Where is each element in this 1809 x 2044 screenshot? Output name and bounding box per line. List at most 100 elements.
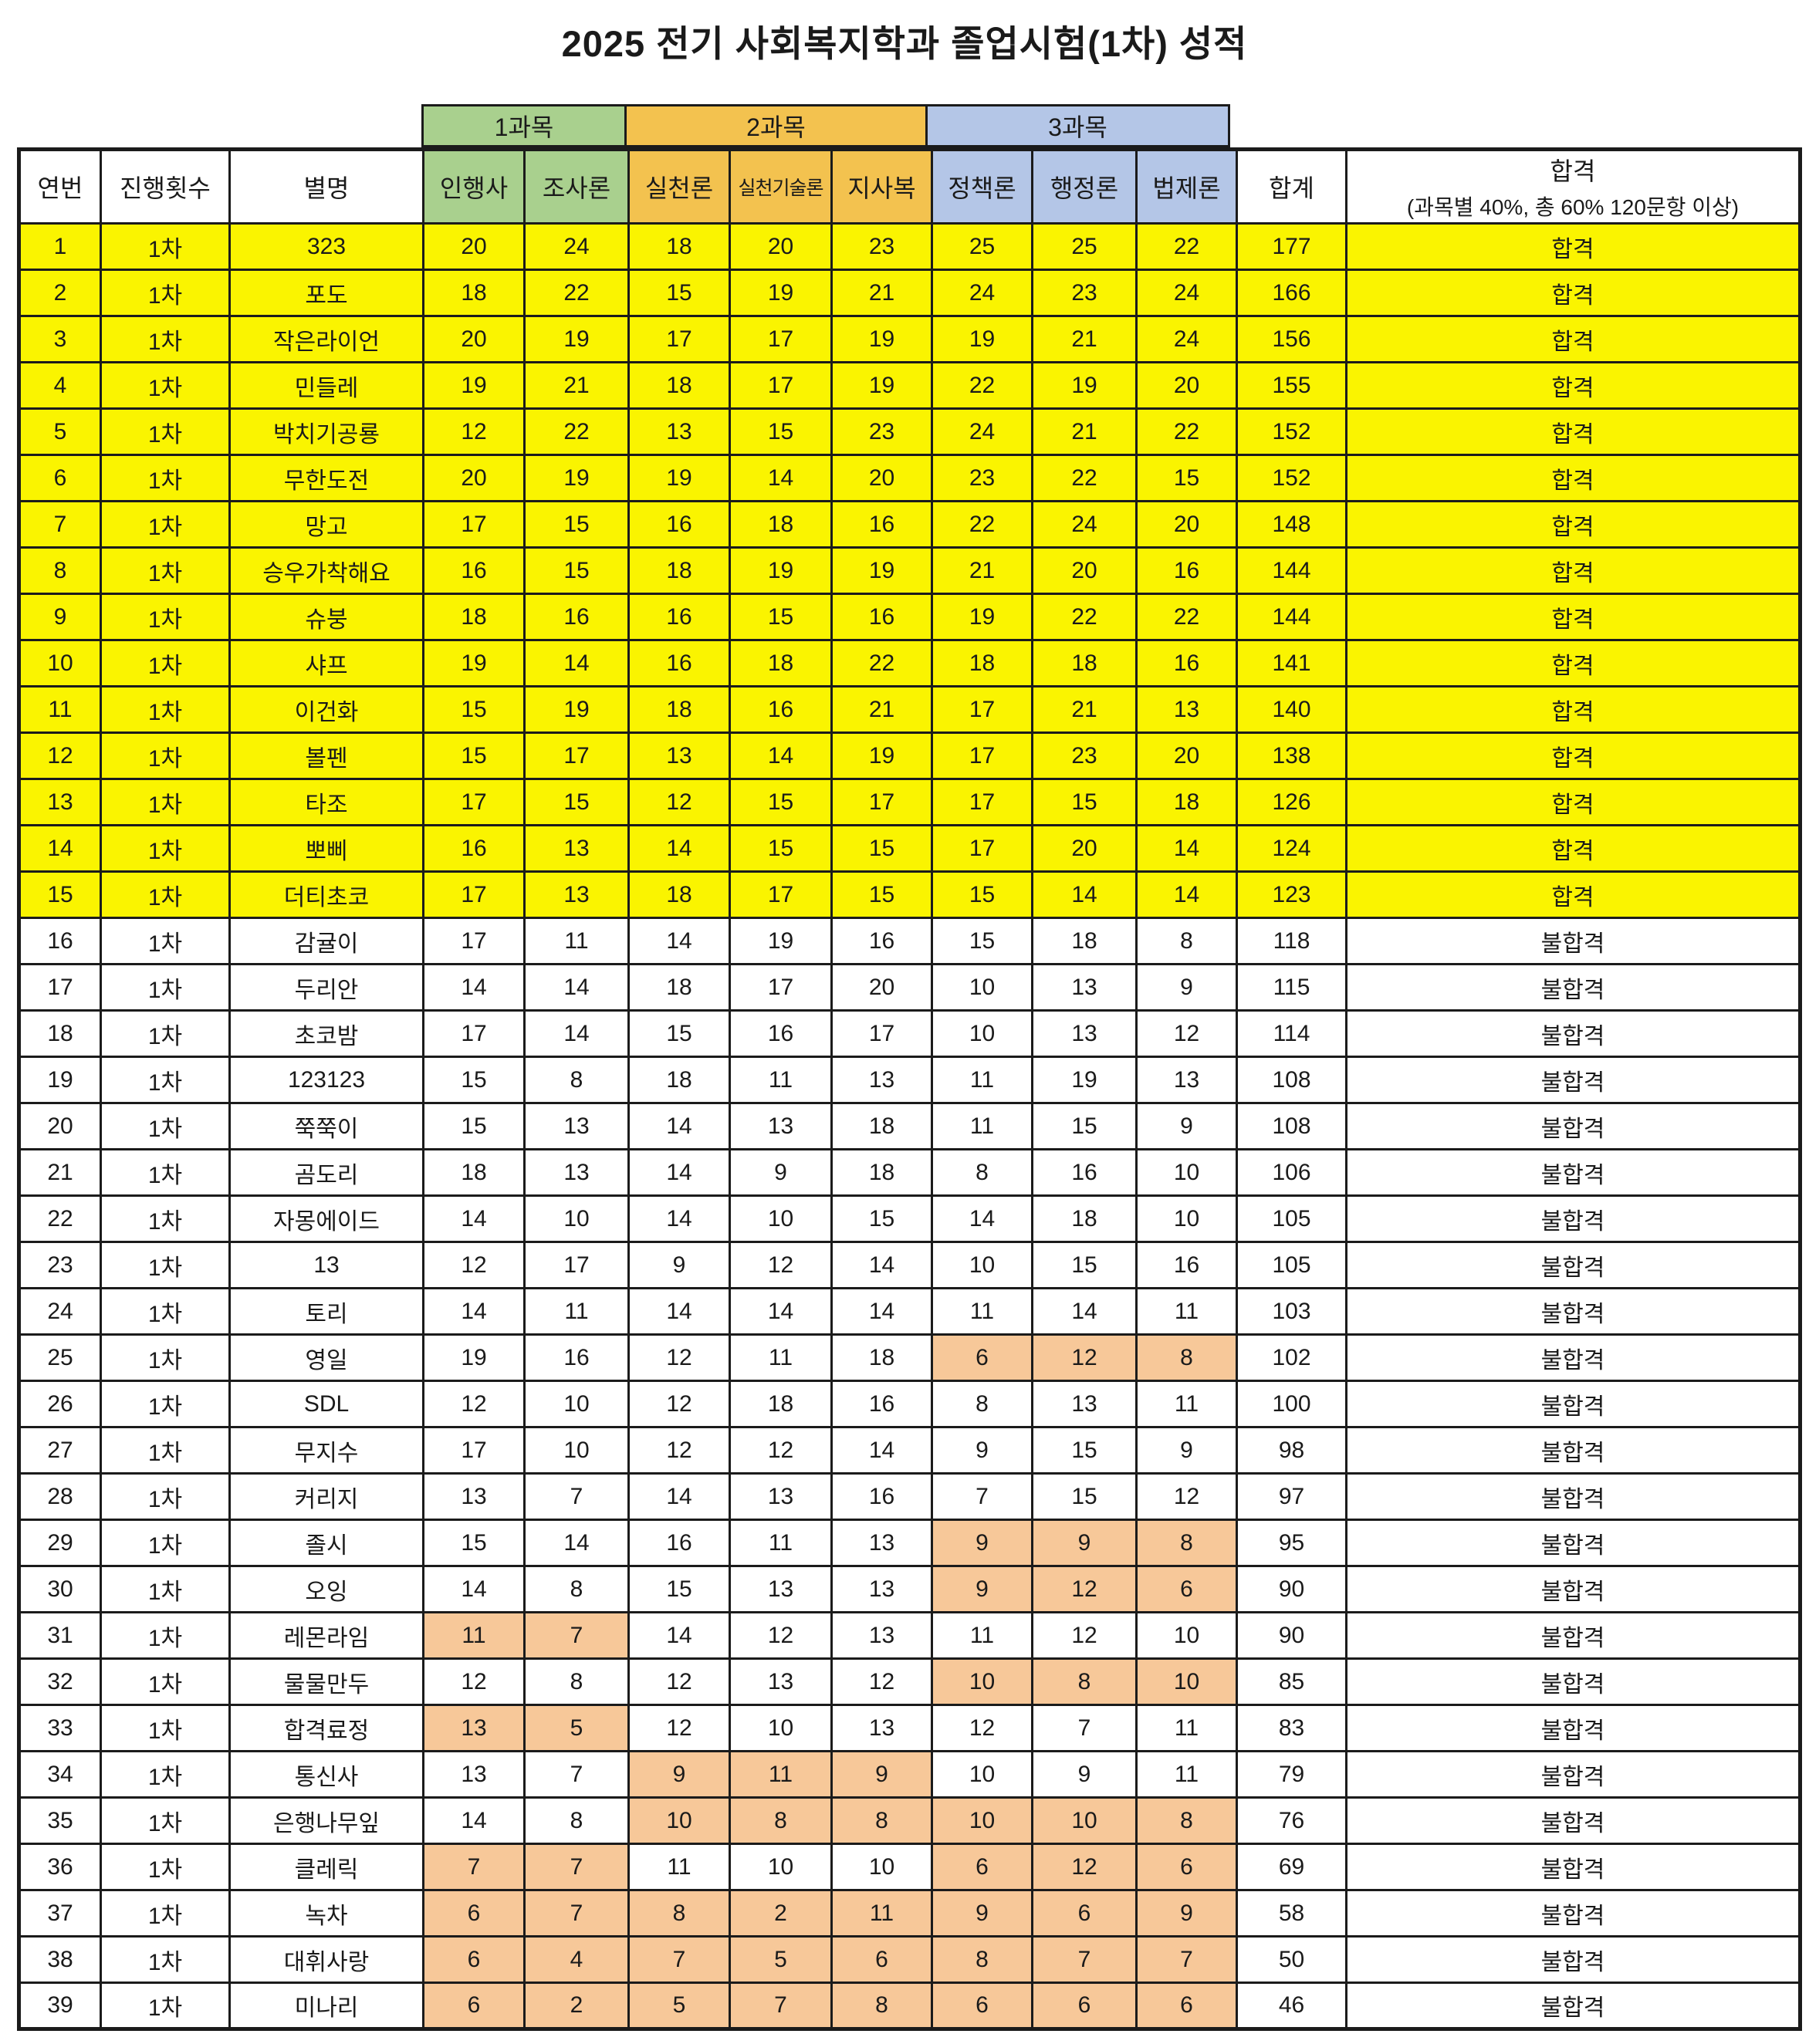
round-cell: 1차 — [100, 454, 231, 502]
serial-cell: 35 — [18, 1796, 102, 1845]
score-cell: 10 — [931, 1796, 1033, 1845]
score-cell: 16 — [830, 593, 933, 641]
score-cell: 20 — [830, 963, 933, 1012]
round-cell: 1차 — [100, 361, 231, 410]
score-cell: 16 — [627, 500, 731, 549]
score-cell: 12 — [627, 778, 731, 826]
score-cell: 17 — [729, 870, 833, 919]
score-cell: 10 — [830, 1843, 933, 1891]
serial-cell: 26 — [18, 1380, 102, 1428]
score-cell: 6 — [830, 1935, 933, 1984]
score-cell: 15 — [422, 685, 526, 734]
score-cell: 13 — [729, 1102, 833, 1150]
serial-cell: 13 — [18, 778, 102, 826]
score-cell: 18 — [931, 639, 1033, 688]
score-cell: 8 — [1031, 1657, 1138, 1706]
result-header-main: 합격 — [1550, 157, 1596, 185]
score-cell: 12 — [729, 1426, 833, 1475]
round-cell: 1차 — [100, 222, 231, 271]
score-cell: 17 — [422, 870, 526, 919]
nickname-cell: 타조 — [228, 778, 424, 826]
nickname-cell: 졸시 — [228, 1519, 424, 1567]
results-table-body: 1 1차 323 20 24 18 20 23 25 25 22 177 합격 2 1차 포도 18 22 15 19… — [18, 222, 1801, 2030]
score-cell: 10 — [931, 1241, 1033, 1289]
serial-cell: 21 — [18, 1148, 102, 1197]
score-cell: 5 — [729, 1935, 833, 1984]
score-cell: 17 — [422, 917, 526, 965]
result-cell: 불합격 — [1345, 1056, 1801, 1104]
nickname-cell: 물물만두 — [228, 1657, 424, 1706]
table-row: 32 1차 물물만두 12 8 12 13 12 10 8 10 85 불합격 — [18, 1657, 1801, 1706]
score-cell: 16 — [830, 1472, 933, 1521]
round-cell: 1차 — [100, 1519, 231, 1567]
score-cell: 8 — [1135, 1333, 1238, 1382]
score-cell: 8 — [627, 1889, 731, 1938]
table-row: 26 1차 SDL 12 10 12 18 16 8 13 11 100 불합격 — [18, 1380, 1801, 1428]
score-cell: 17 — [422, 500, 526, 549]
total-cell: 85 — [1236, 1657, 1347, 1706]
score-cell: 18 — [1135, 778, 1238, 826]
result-cell: 불합격 — [1345, 1333, 1801, 1382]
serial-cell: 1 — [18, 222, 102, 271]
score-cell: 12 — [422, 1657, 526, 1706]
total-cell: 123 — [1236, 870, 1347, 919]
score-cell: 19 — [422, 1333, 526, 1382]
score-cell: 19 — [422, 361, 526, 410]
score-cell: 16 — [627, 593, 731, 641]
score-cell: 6 — [422, 1935, 526, 1984]
score-cell: 8 — [1135, 917, 1238, 965]
nickname-cell: 뽀삐 — [228, 824, 424, 873]
round-cell: 1차 — [100, 1472, 231, 1521]
score-cell: 15 — [422, 1102, 526, 1150]
total-cell: 90 — [1236, 1611, 1347, 1660]
score-cell: 16 — [523, 593, 630, 641]
serial-cell: 8 — [18, 546, 102, 595]
total-cell: 83 — [1236, 1704, 1347, 1752]
score-cell: 15 — [729, 824, 833, 873]
round-cell: 1차 — [100, 1241, 231, 1289]
score-cell: 18 — [830, 1148, 933, 1197]
score-cell: 15 — [830, 1194, 933, 1243]
nickname-cell: 승우가착해요 — [228, 546, 424, 595]
score-cell: 13 — [729, 1657, 833, 1706]
score-cell: 14 — [627, 1611, 731, 1660]
score-cell: 8 — [523, 1565, 630, 1613]
score-cell: 6 — [1135, 1843, 1238, 1891]
score-cell: 9 — [931, 1519, 1033, 1567]
score-cell: 2 — [523, 1981, 630, 2030]
score-cell: 14 — [422, 1565, 526, 1613]
score-cell: 23 — [1031, 731, 1138, 780]
total-cell: 79 — [1236, 1750, 1347, 1799]
score-cell: 8 — [523, 1657, 630, 1706]
score-cell: 11 — [830, 1889, 933, 1938]
score-cell: 21 — [931, 546, 1033, 595]
score-cell: 22 — [1135, 222, 1238, 271]
score-cell: 7 — [523, 1611, 630, 1660]
score-cell: 20 — [422, 222, 526, 271]
score-cell: 8 — [523, 1056, 630, 1104]
score-cell: 19 — [830, 361, 933, 410]
score-cell: 14 — [931, 1194, 1033, 1243]
total-cell: 58 — [1236, 1889, 1347, 1938]
score-cell: 12 — [627, 1380, 731, 1428]
score-cell: 17 — [422, 778, 526, 826]
table-row: 12 1차 볼펜 15 17 13 14 19 17 23 20 138 합격 — [18, 731, 1801, 780]
col-header-silcheonron: 실천론 — [627, 148, 731, 225]
score-cell: 14 — [422, 1287, 526, 1336]
score-cell: 10 — [523, 1426, 630, 1475]
score-cell: 18 — [627, 546, 731, 595]
score-cell: 16 — [830, 500, 933, 549]
score-cell: 14 — [729, 731, 833, 780]
score-cell: 10 — [931, 963, 1033, 1012]
table-row: 36 1차 클레릭 7 7 11 10 10 6 12 6 69 불합격 — [18, 1843, 1801, 1891]
score-cell: 15 — [422, 1056, 526, 1104]
group-header-subject1: 1과목 — [421, 104, 627, 147]
score-cell: 15 — [422, 731, 526, 780]
score-cell: 11 — [931, 1056, 1033, 1104]
score-cell: 5 — [523, 1704, 630, 1752]
score-cell: 22 — [1135, 407, 1238, 456]
score-cell: 9 — [1135, 1102, 1238, 1150]
score-cell: 14 — [830, 1241, 933, 1289]
score-cell: 9 — [1135, 1426, 1238, 1475]
table-row: 28 1차 커리지 13 7 14 13 16 7 15 12 97 불합격 — [18, 1472, 1801, 1521]
